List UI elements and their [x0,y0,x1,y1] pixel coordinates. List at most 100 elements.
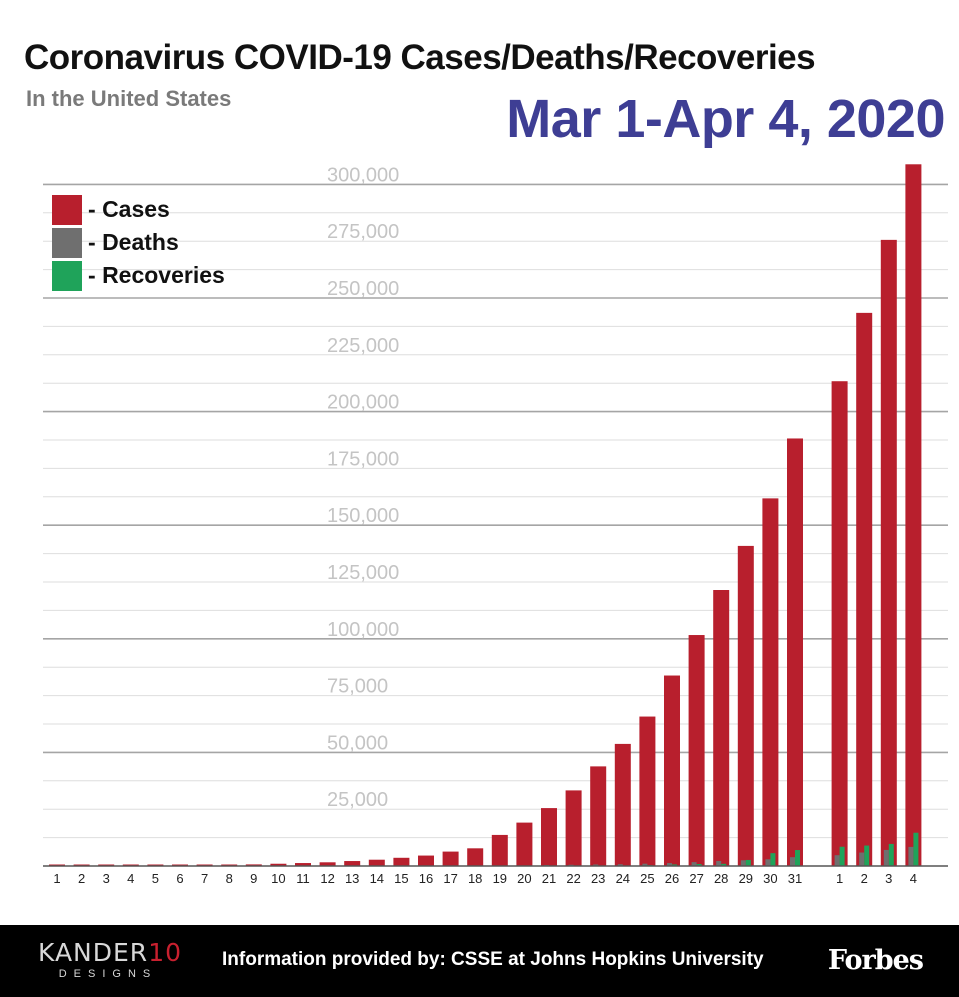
x-tick-label: 20 [517,871,531,886]
y-tick-label: 75,000 [327,676,388,698]
bar-cases [856,312,873,867]
bar-cases [639,716,656,866]
y-tick-label: 150,000 [327,505,399,527]
x-tick-label: 8 [226,871,233,886]
bar-cases [664,675,680,866]
x-tick-label: 1 [53,871,60,886]
bar-cases [467,848,484,866]
bar-cases [565,790,582,866]
bar-recoveries [795,850,800,866]
x-tick-label: 19 [493,871,507,886]
bar-recoveries [888,843,894,866]
x-tick-label: 11 [296,871,310,886]
legend-text-cases: Cases [102,196,170,222]
bar-recoveries [721,863,727,866]
y-tick-label: 275,000 [327,221,399,243]
x-tick-label: 17 [443,871,457,886]
y-tick-label: 125,000 [327,562,399,584]
y-tick-label: 100,000 [327,619,399,641]
x-tick-label: 2 [78,871,85,886]
x-tick-label: 9 [250,871,257,886]
bar-cases [295,863,311,866]
x-tick-label: 10 [271,871,285,886]
x-tick-label: 29 [739,871,753,886]
bar-cases [368,859,385,866]
legend-label-deaths: - Deaths [88,229,179,255]
y-tick-label: 300,000 [327,164,399,186]
x-tick-label: 3 [885,871,892,886]
y-tick-label: 250,000 [327,278,399,300]
bar-deaths [740,860,746,866]
bar-cases [541,808,557,866]
y-tick-label: 200,000 [327,392,399,414]
bar-recoveries [745,859,751,866]
legend-label-cases: - Cases [88,196,170,222]
x-tick-label: 15 [394,871,408,886]
bar-cases [393,857,410,866]
bar-cases [418,855,434,866]
y-tick-label: 225,000 [327,335,399,357]
brand-prefix: KANDER [38,938,149,967]
y-tick-label: 25,000 [327,789,388,811]
x-tick-label: 28 [714,871,728,886]
brand-number: 10 [148,938,182,967]
legend-label-recoveries: - Recoveries [88,262,225,288]
date-range-label: Mar 1-Apr 4, 2020 [506,89,945,149]
x-tick-label: 26 [665,871,679,886]
footer-bar: KANDER10 DESIGNS Information provided by… [0,925,959,997]
bar-cases [688,635,705,866]
bar-deaths [617,864,623,866]
x-tick-label: 4 [127,871,134,886]
x-tick-label: 25 [640,871,654,886]
bar-deaths [883,849,889,866]
x-tick-label: 3 [103,871,110,886]
x-tick-label: 7 [201,871,208,886]
chart-subtitle: In the United States [26,86,232,111]
x-tick-label: 30 [763,871,777,886]
legend-item-recoveries: - Recoveries [52,259,225,292]
bar-cases [245,864,262,866]
bar-deaths [593,864,599,866]
bar-cases [737,545,754,866]
bar-cases [344,861,361,866]
bar-deaths [716,861,722,866]
bar-cases [762,498,779,866]
x-tick-label: 2 [861,871,868,886]
bar-recoveries [913,832,919,866]
x-tick-label: 23 [591,871,605,886]
x-tick-labels: 1 2 3 4 5 6 7 8 9 10 11 12 13 14 15 16 17 18 19 20 21 22 23 24 2… [53,871,917,886]
bar-deaths [667,863,672,866]
legend-item-cases: - Cases [52,193,225,226]
bar-deaths [642,863,648,866]
bar-cases [319,862,336,866]
bar-cases [516,822,533,866]
covid-bar-chart: 25,000 50,000 75,000 100,000 125,000 150,000 1… [43,164,948,886]
chart-title: Coronavirus COVID-19 Cases/Deaths/Recove… [24,38,816,77]
y-tick-label: 175,000 [327,448,399,470]
legend-text-deaths: Deaths [102,229,179,255]
x-tick-label: 24 [616,871,630,886]
x-tick-label: 16 [419,871,433,886]
bar-deaths [908,846,914,866]
legend-swatch-recoveries [52,260,82,291]
x-tick-label: 1 [836,871,843,886]
x-tick-label: 5 [152,871,159,886]
legend-swatch-deaths [52,227,82,258]
x-tick-label: 21 [542,871,556,886]
x-tick-label: 6 [176,871,183,886]
bar-cases [787,438,803,866]
source-credit: Information provided by: CSSE at Johns H… [222,949,764,970]
bar-deaths [765,859,771,866]
bars [49,164,922,867]
x-tick-label: 31 [788,871,802,886]
x-tick-label: 13 [345,871,359,886]
brand-wordmark: KANDER10 [38,938,181,967]
bar-deaths [834,855,840,866]
y-tick-labels: 25,000 50,000 75,000 100,000 125,000 150,000 1… [327,164,399,811]
bar-recoveries [672,864,677,866]
bar-deaths [691,862,697,866]
bar-cases [442,851,459,866]
legend-swatch-cases [52,194,82,225]
bar-cases [831,381,848,866]
bar-cases [713,590,730,866]
